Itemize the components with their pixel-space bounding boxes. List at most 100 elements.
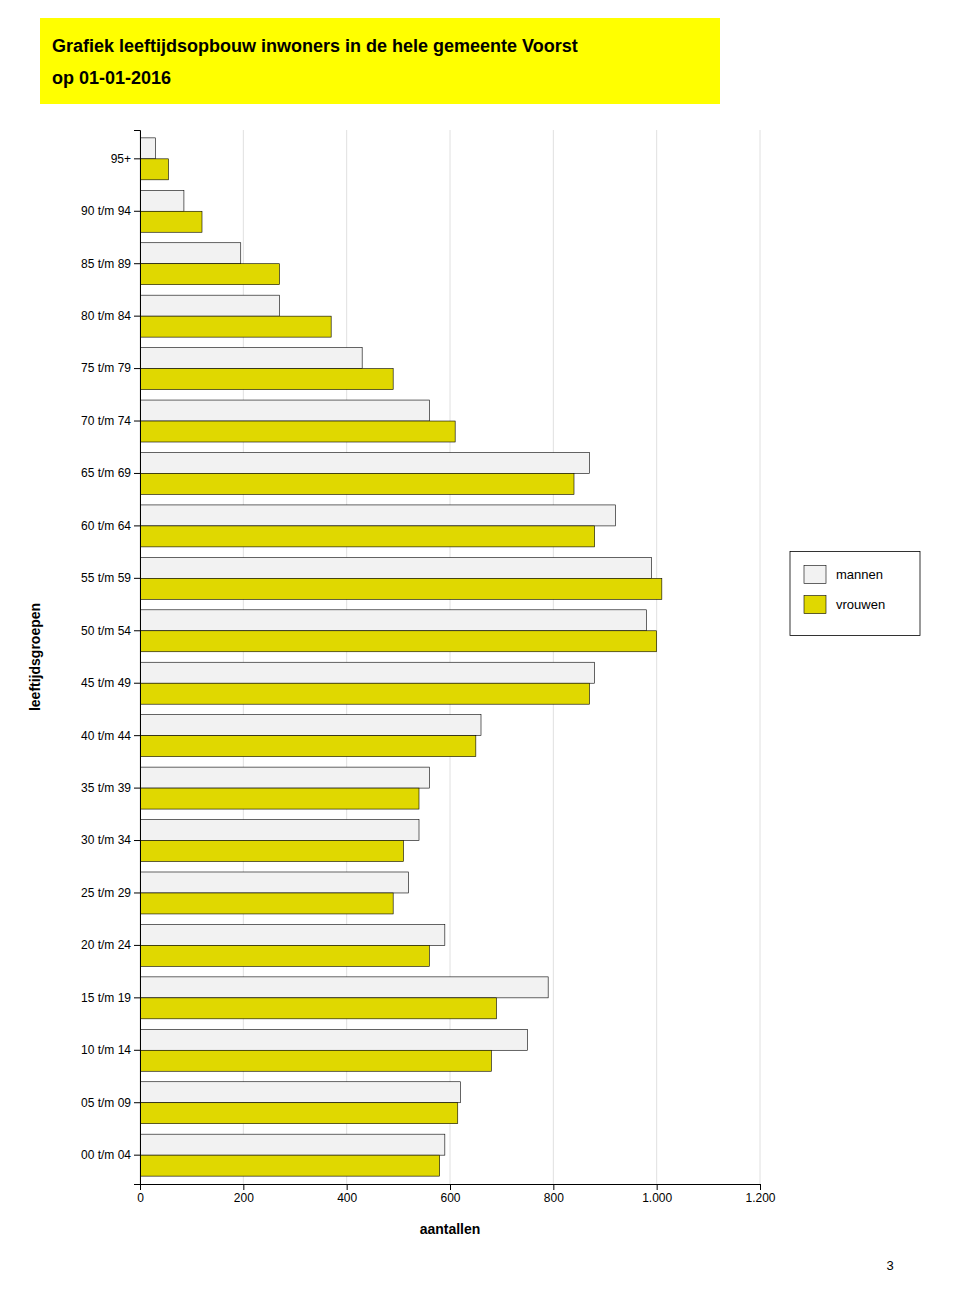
bar <box>140 945 429 966</box>
grid <box>140 130 760 1184</box>
x-tick-label: 400 <box>337 1191 357 1205</box>
y-tick-label: 00 t/m 04 <box>81 1148 131 1162</box>
bar <box>140 159 168 180</box>
grid-line <box>760 130 761 1184</box>
x-tick: 600 <box>440 1184 460 1205</box>
bar <box>140 243 241 264</box>
bar <box>140 715 481 736</box>
y-tick: 15 t/m 19 <box>81 991 140 1005</box>
bar <box>140 264 280 285</box>
y-tick: 10 t/m 14 <box>81 1043 140 1057</box>
y-tick: 75 t/m 79 <box>81 361 140 375</box>
y-tick-mark <box>134 316 140 317</box>
y-tick-label: 20 t/m 24 <box>81 938 131 952</box>
y-axis: 95+90 t/m 9485 t/m 8980 t/m 8475 t/m 797… <box>81 131 141 1185</box>
y-tick-label: 50 t/m 54 <box>81 624 131 638</box>
y-tick-mark <box>134 211 140 212</box>
y-tick-mark <box>134 1102 140 1103</box>
y-tick: 20 t/m 24 <box>81 938 140 952</box>
y-axis-title: leeftijdsgroepen <box>27 603 43 711</box>
bar <box>140 631 657 652</box>
bar <box>140 557 652 578</box>
y-tick: 90 t/m 94 <box>81 204 140 218</box>
page-number: 3 <box>886 1258 893 1273</box>
y-tick-label: 60 t/m 64 <box>81 519 131 533</box>
legend-frame <box>790 552 920 636</box>
bar <box>140 473 574 494</box>
y-tick-mark <box>134 788 140 789</box>
legend-label: vrouwen <box>836 597 885 612</box>
title-banner: Grafiek leeftijdsopbouw inwoners in de h… <box>40 18 720 104</box>
bar <box>140 893 393 914</box>
x-tick-mark <box>347 1184 348 1190</box>
y-tick-mark <box>134 421 140 422</box>
x-tick-mark <box>760 1184 761 1190</box>
bar <box>140 316 331 337</box>
x-axis-line <box>141 1185 761 1191</box>
bar <box>140 736 476 757</box>
y-tick: 30 t/m 34 <box>81 833 140 847</box>
grid-line <box>656 130 657 1184</box>
bar <box>140 788 419 809</box>
y-tick-mark <box>134 578 140 579</box>
bar <box>140 767 429 788</box>
title: Grafiek leeftijdsopbouw inwoners in de h… <box>52 36 578 56</box>
y-tick: 40 t/m 44 <box>81 728 140 742</box>
bar <box>140 211 202 232</box>
bar <box>140 421 455 442</box>
legend: mannen vrouwen <box>790 552 920 636</box>
x-tick-label: 200 <box>234 1191 254 1205</box>
x-axis-title: aantallen <box>420 1221 481 1237</box>
y-tick: 95+ <box>111 152 140 166</box>
y-tick: 45 t/m 49 <box>81 676 140 690</box>
y-tick-mark <box>134 683 140 684</box>
y-tick-mark <box>134 525 140 526</box>
y-tick: 55 t/m 59 <box>81 571 140 585</box>
legend-label: mannen <box>836 567 883 582</box>
x-tick-mark <box>450 1184 451 1190</box>
bar <box>140 505 615 526</box>
y-tick-label: 70 t/m 74 <box>81 414 131 428</box>
grid-line <box>346 130 347 1184</box>
bar <box>140 1155 440 1176</box>
y-tick-mark <box>134 473 140 474</box>
y-tick-label: 75 t/m 79 <box>81 361 131 375</box>
x-axis: 02004006008001.0001.200 <box>137 1184 776 1205</box>
y-tick: 70 t/m 74 <box>81 414 140 428</box>
y-tick-mark <box>134 735 140 736</box>
y-tick-label: 40 t/m 44 <box>81 728 131 742</box>
bar <box>140 610 646 631</box>
y-tick: 85 t/m 89 <box>81 257 140 271</box>
x-tick-label: 0 <box>137 1191 144 1205</box>
y-tick-mark <box>134 263 140 264</box>
bar <box>140 683 590 704</box>
y-tick: 00 t/m 04 <box>81 1148 140 1162</box>
y-tick-mark <box>134 158 140 159</box>
y-tick-mark <box>134 1050 140 1051</box>
x-tick-mark <box>657 1184 658 1190</box>
bar <box>140 369 393 390</box>
bar <box>140 820 419 841</box>
bar <box>140 1029 528 1050</box>
bar <box>140 526 595 547</box>
y-tick: 50 t/m 54 <box>81 624 140 638</box>
y-tick-label: 45 t/m 49 <box>81 676 131 690</box>
y-tick-label: 90 t/m 94 <box>81 204 131 218</box>
bar <box>140 841 404 862</box>
x-tick-label: 1.200 <box>745 1191 775 1205</box>
bar <box>140 452 590 473</box>
bar <box>140 138 156 159</box>
x-tick-mark <box>553 1184 554 1190</box>
x-tick: 800 <box>544 1184 564 1205</box>
grid-line <box>450 130 451 1184</box>
y-tick: 65 t/m 69 <box>81 466 140 480</box>
y-tick-label: 85 t/m 89 <box>81 257 131 271</box>
legend-swatch <box>804 596 826 614</box>
y-tick: 60 t/m 64 <box>81 519 140 533</box>
legend-item: mannen <box>804 566 883 584</box>
bar <box>140 998 497 1019</box>
y-tick-mark <box>134 997 140 998</box>
y-tick-label: 95+ <box>111 152 131 166</box>
bar <box>140 1134 445 1155</box>
bar <box>140 295 280 316</box>
